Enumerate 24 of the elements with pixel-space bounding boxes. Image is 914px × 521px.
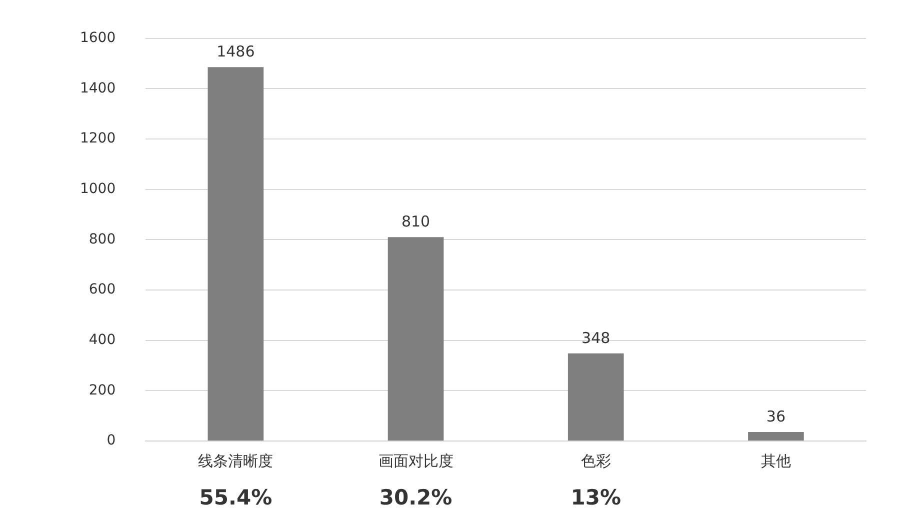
y-tick-label: 1600 [80,30,116,46]
y-tick-label: 1400 [80,80,116,96]
text: 13% [570,485,621,510]
y-tick-label: 400 [88,332,116,348]
data-label: 348 [582,328,610,347]
x-tick-label: 画面对比度 [378,452,454,470]
data-label: 810 [401,212,430,231]
bar [568,353,624,440]
bar [748,432,804,440]
text: 55.4% [199,485,272,510]
x-tick-label: 其他 [760,452,791,470]
data-label: 36 [766,407,786,426]
y-tick-label: 800 [88,231,116,248]
y-tick-label: 600 [88,282,116,298]
y-tick-label: 0 [106,432,116,449]
bar [388,237,444,440]
y-tick-label: 1200 [80,130,116,147]
data-label: 1486 [216,42,255,60]
text: 30.2% [379,485,452,510]
y-tick-label: 200 [88,382,116,398]
x-tick-label: 线条清晰度 [198,452,274,470]
bar [208,67,264,440]
y-tick-label: 1000 [80,181,116,198]
x-tick-label: 色彩 [580,452,611,470]
